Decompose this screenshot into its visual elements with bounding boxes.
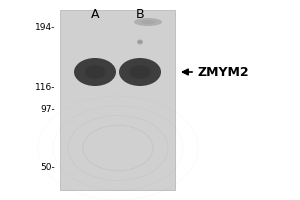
Bar [60, 10, 175, 190]
Ellipse shape [137, 40, 143, 45]
Ellipse shape [134, 18, 162, 26]
Text: ZMYM2: ZMYM2 [197, 66, 249, 78]
Text: 50-: 50- [40, 164, 55, 172]
Text: B: B [136, 8, 144, 21]
Text: 97-: 97- [40, 106, 55, 114]
Text: 194-: 194- [34, 23, 55, 32]
Ellipse shape [130, 65, 151, 79]
Ellipse shape [141, 20, 155, 24]
Text: A: A [91, 8, 99, 21]
Ellipse shape [119, 58, 161, 86]
Text: 116-: 116- [34, 84, 55, 92]
Ellipse shape [74, 58, 116, 86]
Ellipse shape [139, 41, 142, 43]
Ellipse shape [85, 65, 106, 79]
